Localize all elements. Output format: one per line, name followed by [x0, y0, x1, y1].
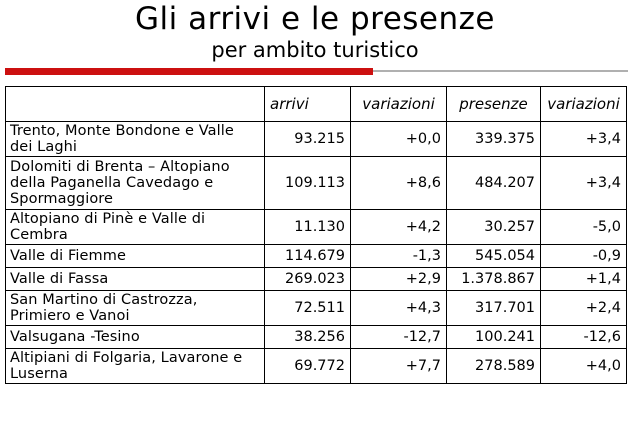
row-name-cell: Valle di Fiemme: [5, 244, 265, 268]
row-var-arrivi-cell: -12,7: [350, 325, 447, 349]
row-arrivi-cell: 114.679: [264, 244, 351, 268]
row-presenze-cell: 1.378.867: [446, 267, 541, 291]
row-name-cell: Valle di Fassa: [5, 267, 265, 291]
page-subtitle: per ambito turistico: [211, 38, 419, 62]
row-arrivi-cell: 38.256: [264, 325, 351, 349]
row-var-arrivi-cell: +8,6: [350, 156, 447, 210]
row-presenze-cell: 484.207: [446, 156, 541, 210]
row-var-arrivi-cell: +0,0: [350, 121, 447, 157]
header-cell-empty: [5, 86, 265, 122]
table-row: Valle di Fassa 269.023 +2,9 1.378.867 +1,4: [5, 267, 627, 291]
row-var-arrivi-cell: +4,3: [350, 290, 447, 326]
row-presenze-cell: 100.241: [446, 325, 541, 349]
row-var-presenze-cell: +1,4: [540, 267, 627, 291]
title-accent-bar: [5, 68, 373, 75]
row-presenze-cell: 317.701: [446, 290, 541, 326]
table-row: Valsugana -Tesino 38.256 -12,7 100.241 -12,6: [5, 325, 627, 349]
title-rule-line: [373, 70, 628, 72]
row-name-cell: Trento, Monte Bondone e Valle dei Laghi: [5, 121, 265, 157]
data-table: arrivi variazioni presenze variazioni Tr…: [5, 86, 627, 384]
row-var-presenze-cell: -0,9: [540, 244, 627, 268]
row-var-presenze-cell: -5,0: [540, 209, 627, 245]
header-cell-variazioni-arrivi: variazioni: [350, 86, 447, 122]
row-var-presenze-cell: +4,0: [540, 348, 627, 384]
row-name-cell: Valsugana -Tesino: [5, 325, 265, 349]
table-body: arrivi variazioni presenze variazioni Tr…: [5, 86, 627, 384]
row-name-cell: San Martino di Castrozza, Primiero e Van…: [5, 290, 265, 326]
row-arrivi-cell: 72.511: [264, 290, 351, 326]
table-row: Altipiani di Folgaria, Lavarone e Lusern…: [5, 348, 627, 384]
table-row: Dolomiti di Brenta – Altopiano della Pag…: [5, 156, 627, 210]
row-var-presenze-cell: +3,4: [540, 121, 627, 157]
table-row: Valle di Fiemme 114.679 -1,3 545.054 -0,9: [5, 244, 627, 268]
row-var-arrivi-cell: +4,2: [350, 209, 447, 245]
row-arrivi-cell: 269.023: [264, 267, 351, 291]
header-cell-variazioni-presenze: variazioni: [540, 86, 627, 122]
row-presenze-cell: 278.589: [446, 348, 541, 384]
header-cell-arrivi: arrivi: [264, 86, 351, 122]
row-name-cell: Altipiani di Folgaria, Lavarone e Lusern…: [5, 348, 265, 384]
row-presenze-cell: 339.375: [446, 121, 541, 157]
table-row: Trento, Monte Bondone e Valle dei Laghi 9…: [5, 121, 627, 157]
row-name-cell: Dolomiti di Brenta – Altopiano della Pag…: [5, 156, 265, 210]
table-row: Altopiano di Pinè e Valle di Cembra 11.13…: [5, 209, 627, 245]
row-presenze-cell: 30.257: [446, 209, 541, 245]
row-var-arrivi-cell: -1,3: [350, 244, 447, 268]
row-var-presenze-cell: -12,6: [540, 325, 627, 349]
row-arrivi-cell: 69.772: [264, 348, 351, 384]
row-arrivi-cell: 93.215: [264, 121, 351, 157]
row-var-presenze-cell: +3,4: [540, 156, 627, 210]
row-var-presenze-cell: +2,4: [540, 290, 627, 326]
row-arrivi-cell: 109.113: [264, 156, 351, 210]
row-arrivi-cell: 11.130: [264, 209, 351, 245]
row-var-arrivi-cell: +2,9: [350, 267, 447, 291]
page-title: Gli arrivi e le presenze: [135, 1, 495, 37]
row-var-arrivi-cell: +7,7: [350, 348, 447, 384]
table-row: San Martino di Castrozza, Primiero e Van…: [5, 290, 627, 326]
table-header-row: arrivi variazioni presenze variazioni: [5, 86, 627, 122]
header-cell-presenze: presenze: [446, 86, 541, 122]
row-name-cell: Altopiano di Pinè e Valle di Cembra: [5, 209, 265, 245]
row-presenze-cell: 545.054: [446, 244, 541, 268]
